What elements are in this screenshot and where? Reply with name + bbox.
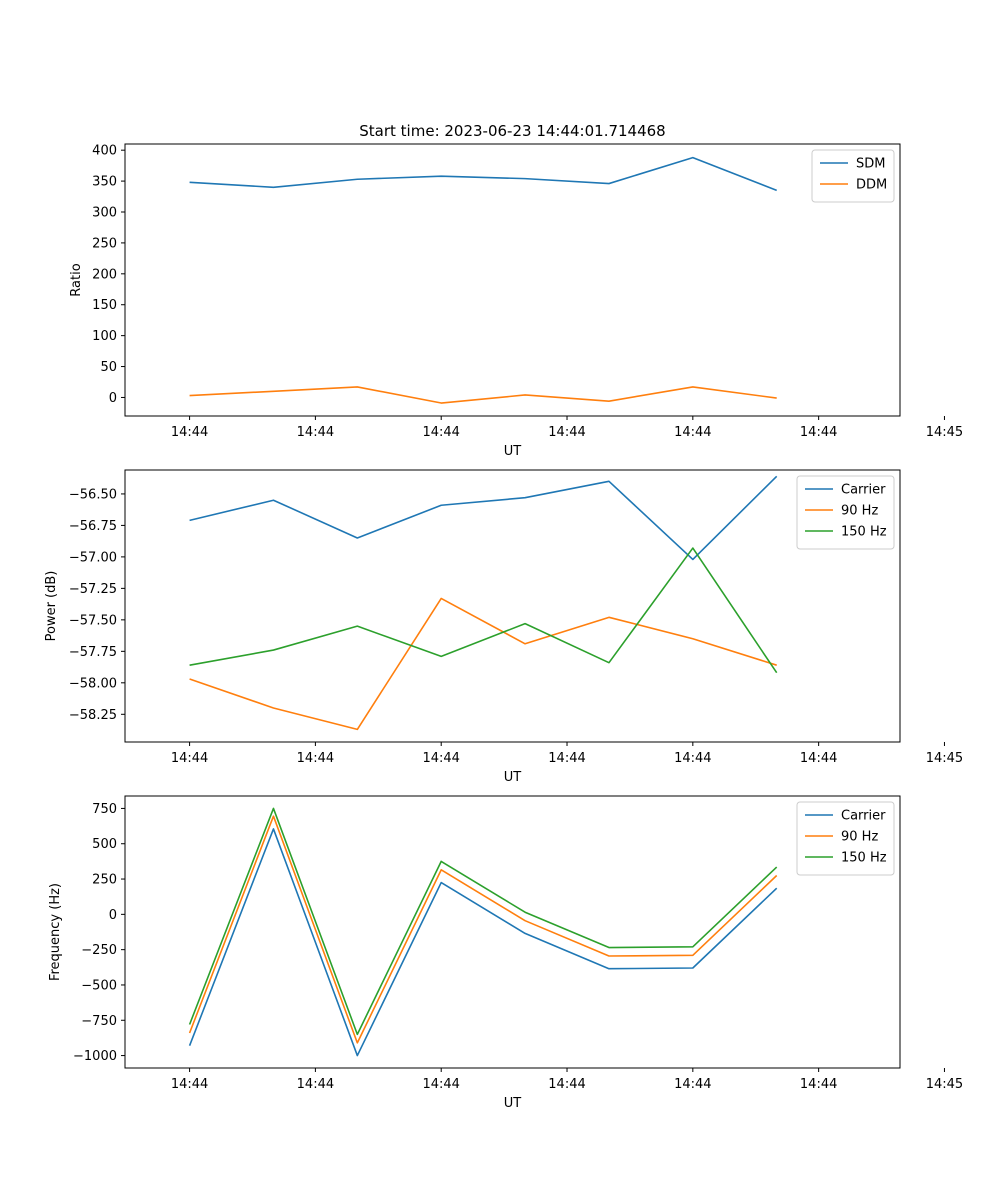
y-tick-label: −250 xyxy=(81,943,117,958)
y-tick-label: 100 xyxy=(92,329,117,344)
y-tick-label: 0 xyxy=(109,391,117,406)
legend: Carrier 90 Hz 150 Hz xyxy=(796,801,895,876)
x-tick-label: 14:44 xyxy=(674,751,711,766)
series-line-ddm xyxy=(189,386,777,404)
y-tick-label: −57.00 xyxy=(69,550,117,565)
legend-label: 150 Hz xyxy=(841,851,887,866)
chart-panels: 14:44 14:44 14:44 14:44 14:44 14:44 14:45 UT 0 50… xyxy=(44,143,963,1111)
series-line-150-hz xyxy=(188,807,778,1036)
x-tick-label: 14:45 xyxy=(926,751,963,766)
y-tick-label: 200 xyxy=(92,267,117,282)
y-tick-label: −57.75 xyxy=(69,645,117,660)
y-tick-label: −56.50 xyxy=(69,487,117,502)
x-tick-label: 14:44 xyxy=(297,1077,334,1092)
y-tick-label: −56.75 xyxy=(69,519,117,534)
y-tick-label: −58.25 xyxy=(69,708,117,723)
y-tick-label: −750 xyxy=(81,1014,117,1029)
plot-frame xyxy=(124,469,901,743)
y-tick-label: 300 xyxy=(92,206,117,221)
legend-label: 90 Hz xyxy=(841,830,878,845)
y-tick-label: 250 xyxy=(92,236,117,251)
series-line-carrier xyxy=(188,828,778,1057)
x-tick-label: 14:44 xyxy=(548,1077,585,1092)
x-tick-label: 14:44 xyxy=(171,425,208,440)
series-line-90-hz xyxy=(189,597,777,731)
x-axis-label: UT xyxy=(504,444,522,459)
chart-panel-1: 14:44 14:44 14:44 14:44 14:44 14:44 14:45 UT 0 50… xyxy=(69,143,963,459)
series-line-carrier xyxy=(189,475,778,561)
x-tick-label: 14:44 xyxy=(297,751,334,766)
y-axis-label: Power (dB) xyxy=(44,571,59,642)
x-axis-label: UT xyxy=(504,1096,522,1111)
y-tick-label: 250 xyxy=(92,873,117,888)
x-tick-label: 14:44 xyxy=(800,425,837,440)
legend-label: Carrier xyxy=(841,483,886,498)
chart-panel-2: 14:44 14:44 14:44 14:44 14:44 14:44 14:45 UT −58… xyxy=(44,469,963,785)
y-tick-label: −58.00 xyxy=(69,676,117,691)
y-tick-label: −500 xyxy=(81,978,117,993)
series-line-sdm xyxy=(189,156,777,192)
x-tick-label: 14:45 xyxy=(926,1077,963,1092)
y-tick-label: −57.50 xyxy=(69,613,117,628)
legend-label: 90 Hz xyxy=(841,504,878,519)
plot-frame xyxy=(124,795,901,1069)
y-tick-label: 750 xyxy=(92,802,117,817)
x-tick-label: 14:44 xyxy=(548,751,585,766)
y-tick-label: −57.25 xyxy=(69,582,117,597)
chart-panel-3: 14:44 14:44 14:44 14:44 14:44 14:44 14:45 UT −10… xyxy=(48,795,963,1111)
series-line-90-hz xyxy=(188,815,778,1044)
x-tick-label: 14:44 xyxy=(297,425,334,440)
legend-label: Carrier xyxy=(841,809,886,824)
x-tick-label: 14:45 xyxy=(926,425,963,440)
figure-title: Start time: 2023-06-23 14:44:01.714468 xyxy=(359,122,665,140)
y-tick-label: 150 xyxy=(92,298,117,313)
legend-label: 150 Hz xyxy=(841,525,887,540)
x-tick-label: 14:44 xyxy=(422,425,459,440)
y-axis-label: Frequency (Hz) xyxy=(48,883,63,981)
x-tick-label: 14:44 xyxy=(674,425,711,440)
legend: SDM DDM xyxy=(811,149,895,203)
legend-label: SDM xyxy=(856,157,885,172)
y-tick-label: 400 xyxy=(92,144,117,159)
x-tick-label: 14:44 xyxy=(171,1077,208,1092)
series-line-150-hz xyxy=(189,547,778,674)
x-tick-label: 14:44 xyxy=(422,751,459,766)
plot-frame xyxy=(124,143,901,417)
legend-label: DDM xyxy=(856,178,887,193)
x-axis-label: UT xyxy=(504,770,522,785)
y-tick-label: 50 xyxy=(100,360,117,375)
x-tick-label: 14:44 xyxy=(171,751,208,766)
y-axis-label: Ratio xyxy=(69,263,84,296)
y-tick-label: 500 xyxy=(92,837,117,852)
x-tick-label: 14:44 xyxy=(548,425,585,440)
x-tick-label: 14:44 xyxy=(800,1077,837,1092)
y-tick-label: 0 xyxy=(109,908,117,923)
y-tick-label: −1000 xyxy=(73,1049,117,1064)
x-tick-label: 14:44 xyxy=(674,1077,711,1092)
x-tick-label: 14:44 xyxy=(800,751,837,766)
legend: Carrier 90 Hz 150 Hz xyxy=(796,475,895,550)
y-tick-label: 350 xyxy=(92,175,117,190)
x-tick-label: 14:44 xyxy=(422,1077,459,1092)
